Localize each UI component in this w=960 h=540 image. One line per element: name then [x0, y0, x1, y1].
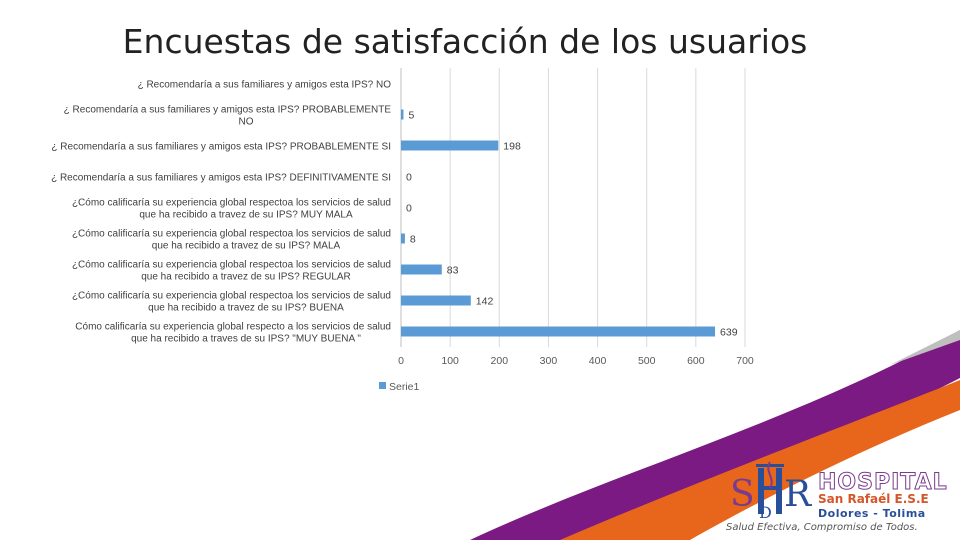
logo-slogan: Salud Efectiva, Compromiso de Todos.	[726, 522, 918, 533]
category-label: Cómo calificaría su experiencia global r…	[75, 322, 391, 333]
x-tick-label: 600	[687, 355, 705, 367]
svg-text:D: D	[759, 503, 772, 522]
category-label: que ha recibido a travez de su IPS? REGU…	[141, 272, 351, 283]
category-label: NO	[239, 117, 254, 128]
slide-title: Encuestas de satisfacción de los usuario…	[122, 22, 808, 61]
bar	[401, 233, 405, 244]
category-label: que ha recibido a travez de su IPS? MALA	[152, 241, 341, 252]
data-label: 8	[410, 234, 416, 246]
category-label: ¿ Recomendaría a sus familiares y amigos…	[64, 105, 392, 116]
category-label: ¿ Recomendaría a sus familiares y amigos…	[51, 142, 391, 153]
data-label: 0	[406, 172, 412, 184]
category-label: que ha recibido a traves de su IPS? "MUY…	[131, 334, 361, 345]
bar	[401, 109, 404, 120]
data-label: 0	[406, 203, 412, 215]
x-tick-label: 700	[736, 355, 754, 367]
category-label: ¿Cómo calificaría su experiencia global …	[72, 229, 391, 240]
category-label: ¿ Recomendaría a sus familiares y amigos…	[138, 80, 392, 91]
legend-swatch	[379, 382, 386, 389]
category-label: ¿ Recomendaría a sus familiares y amigos…	[51, 173, 391, 184]
bar	[401, 295, 471, 306]
category-label: ¿Cómo calificaría su experiencia global …	[72, 260, 391, 271]
svg-text:R: R	[784, 474, 812, 515]
x-tick-label: 500	[638, 355, 656, 367]
bar	[401, 264, 442, 275]
bar	[401, 326, 716, 337]
data-label: 83	[447, 265, 459, 277]
data-label: 639	[720, 327, 738, 339]
category-label: que ha recibido a travez de su IPS? BUEN…	[148, 303, 344, 314]
x-tick-label: 0	[398, 355, 404, 367]
logo-emblem: S R D	[730, 461, 812, 522]
bar	[401, 140, 499, 151]
logo-hospital-name: San Rafaél E.S.E	[818, 492, 929, 506]
hospital-logo: S R D HOSPITAL San Rafaél E.S.E Dolores …	[726, 458, 956, 538]
category-label: ¿Cómo calificaría su experiencia global …	[72, 198, 391, 209]
data-label: 142	[476, 296, 494, 308]
x-tick-label: 100	[441, 355, 459, 367]
data-label: 5	[408, 110, 414, 122]
category-label: ¿Cómo calificaría su experiencia global …	[72, 291, 391, 302]
legend-label: Serie1	[389, 381, 420, 393]
svg-text:S: S	[730, 474, 755, 515]
data-label: 198	[503, 141, 521, 153]
x-tick-label: 200	[491, 355, 509, 367]
category-label: que ha recibido a travez de su IPS? MUY …	[139, 210, 353, 221]
x-tick-label: 300	[540, 355, 558, 367]
logo-hospital-text: HOSPITAL	[818, 470, 948, 496]
logo-location: Dolores - Tolima	[818, 507, 926, 520]
bar-chart: ¿ Recomendaría a sus familiares y amigos…	[51, 68, 754, 393]
x-tick-label: 400	[589, 355, 607, 367]
